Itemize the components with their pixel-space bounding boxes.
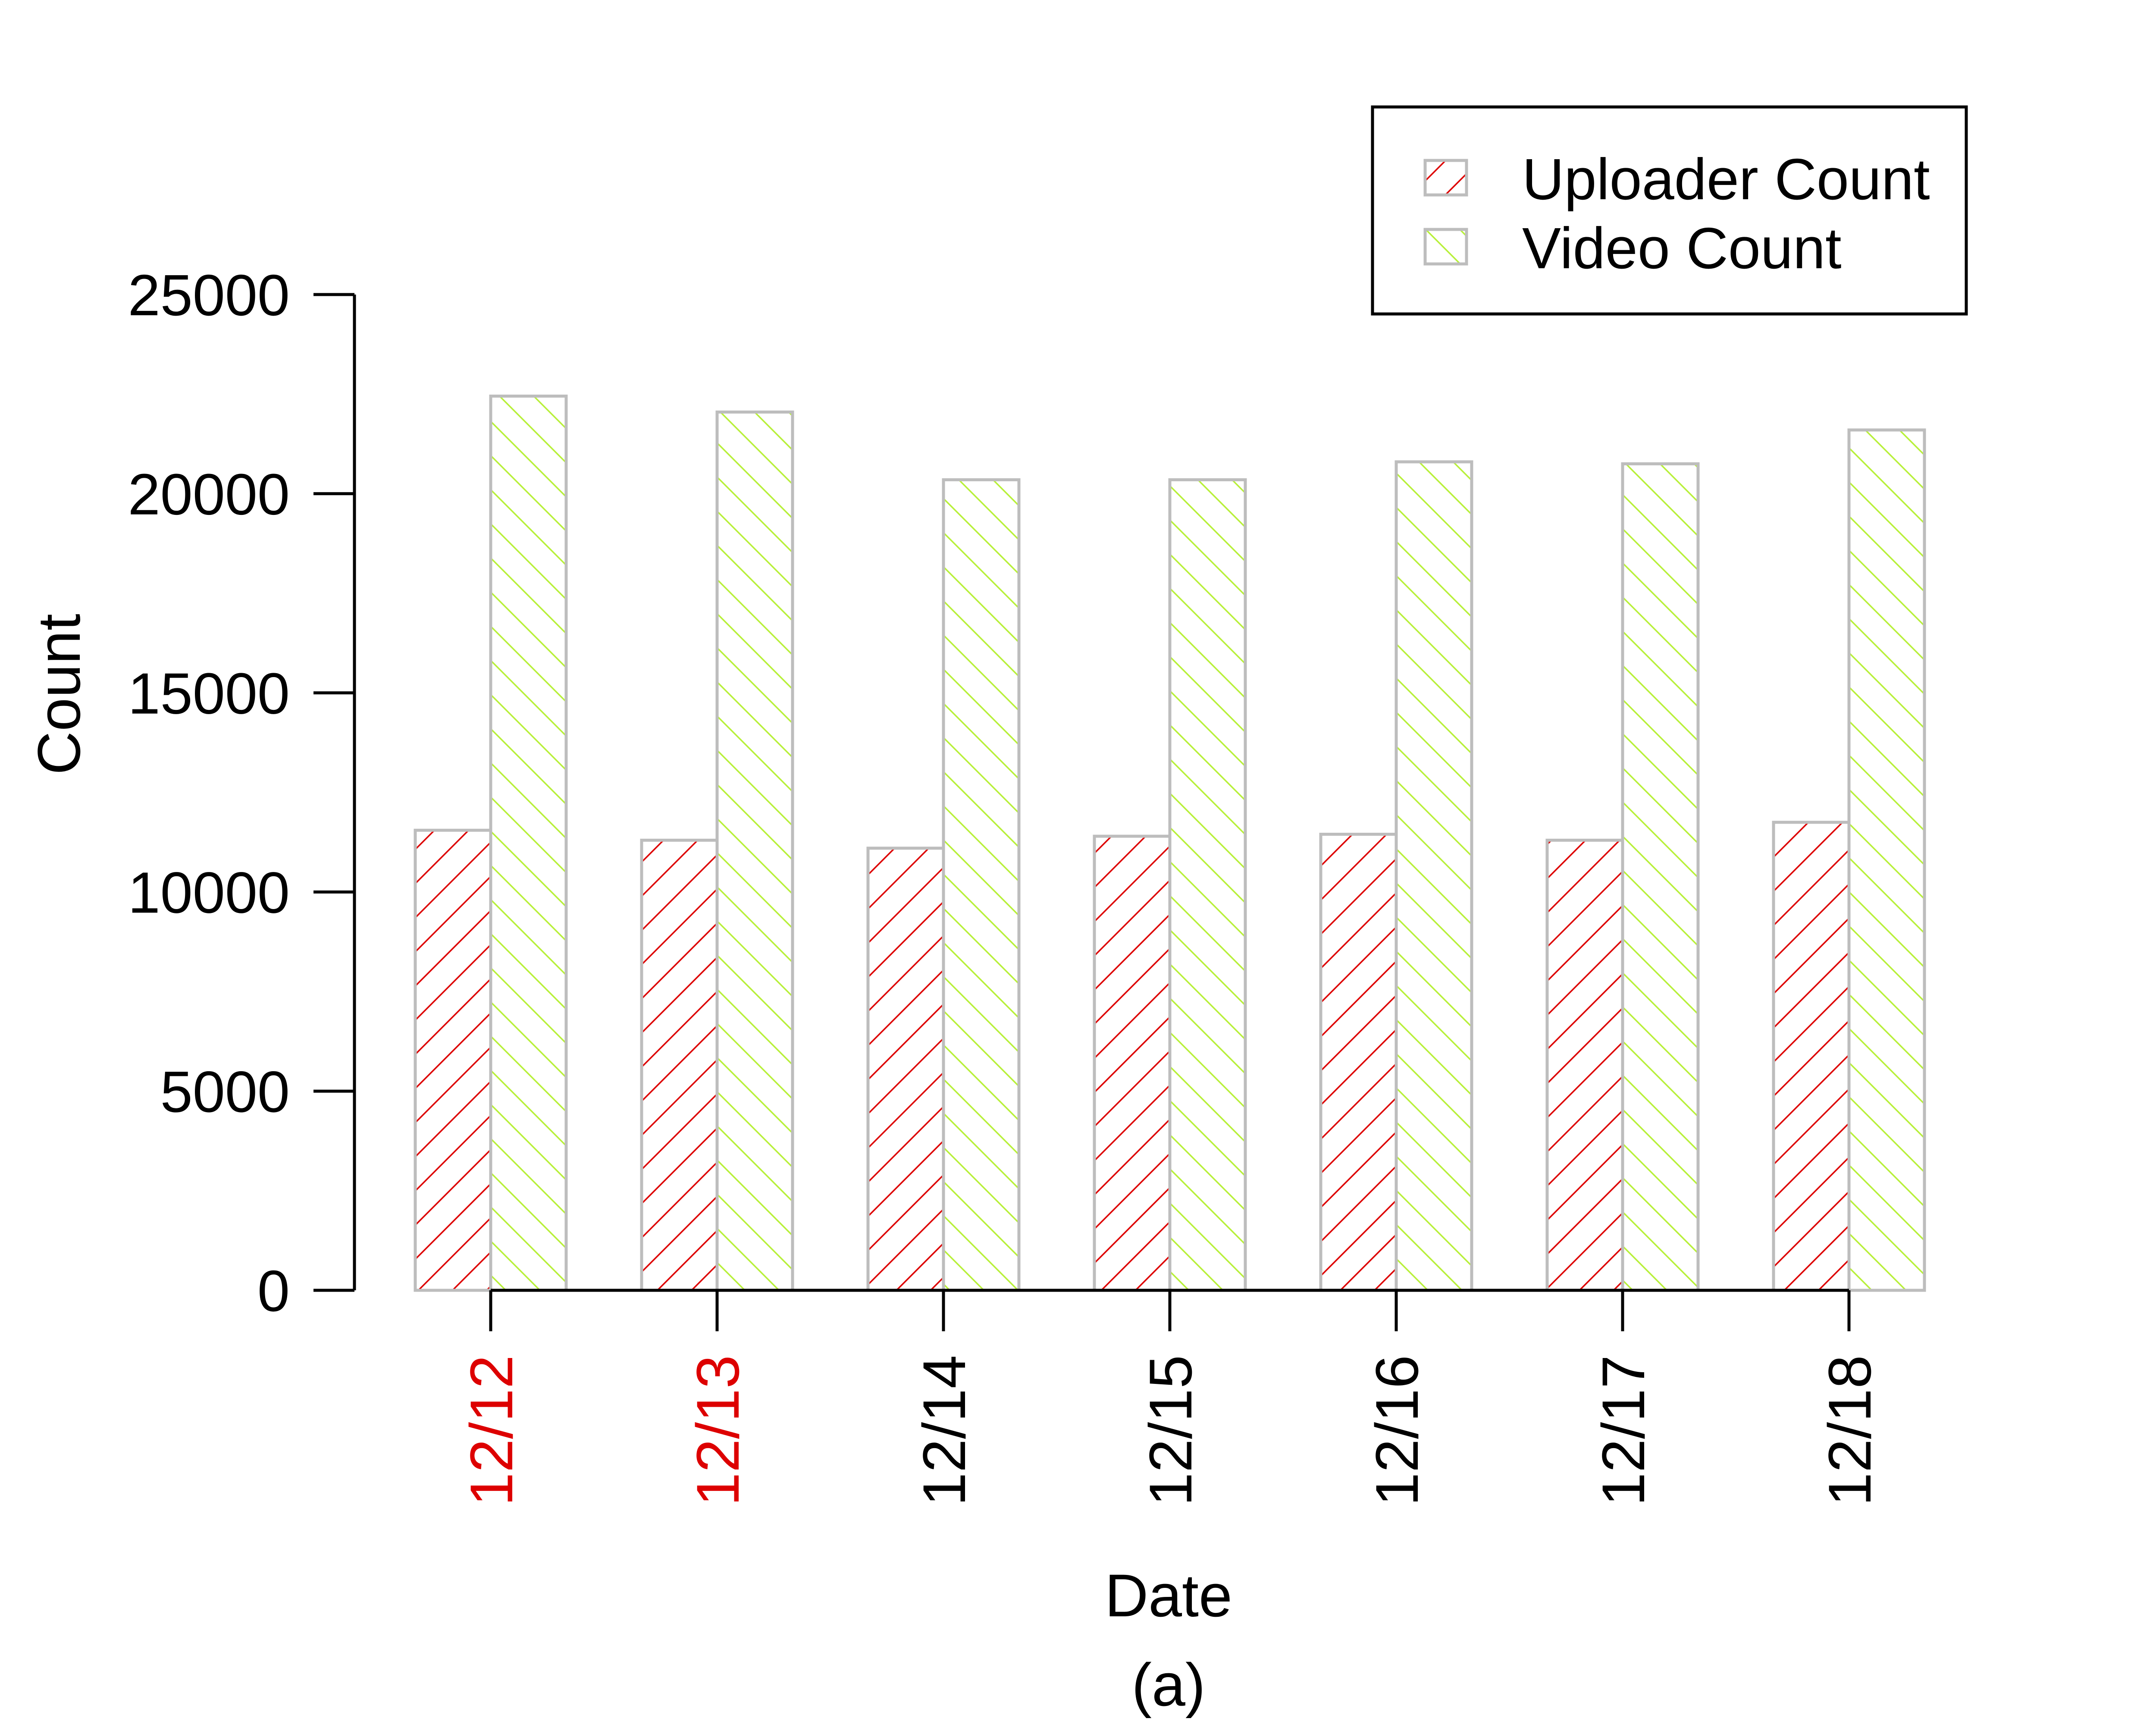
bar-video-12-15 bbox=[1168, 478, 1247, 1292]
bar-uploader-12-12 bbox=[414, 828, 492, 1292]
x-tick-label-12-17: 12/17 bbox=[1589, 1355, 1657, 1506]
bar-uploader-12-13 bbox=[640, 838, 719, 1292]
bar-video-12-14 bbox=[942, 478, 1021, 1292]
bar-video-12-18 bbox=[1847, 428, 1926, 1292]
x-tick-label-12-15: 12/15 bbox=[1137, 1355, 1204, 1506]
y-tick-label: 0 bbox=[257, 1258, 290, 1324]
x-axis-label: Date bbox=[1105, 1562, 1232, 1629]
x-tick-label-12-13: 12/13 bbox=[684, 1355, 752, 1506]
x-tick-label-12-18: 12/18 bbox=[1816, 1355, 1883, 1506]
legend-label-video: Video Count bbox=[1522, 216, 1842, 281]
y-axis: 0 5000 10000 15000 20000 25000 bbox=[128, 263, 356, 1324]
bar-uploader-12-14 bbox=[866, 847, 945, 1292]
bar-uploader-12-18 bbox=[1772, 821, 1851, 1292]
x-tick-label-12-12: 12/12 bbox=[458, 1355, 525, 1506]
bars-layer bbox=[414, 395, 1926, 1292]
legend: Uploader Count Video Count bbox=[1371, 105, 1968, 316]
y-tick-label: 15000 bbox=[128, 661, 290, 726]
y-tick-label: 25000 bbox=[128, 263, 290, 328]
bar-video-12-13 bbox=[715, 410, 794, 1292]
legend-box bbox=[1371, 105, 1968, 316]
x-ticks: 12/12 12/13 12/14 12/15 12/16 12/17 12/18 bbox=[458, 1290, 1883, 1506]
x-tick-label-12-16: 12/16 bbox=[1363, 1355, 1431, 1506]
bar-video-12-12 bbox=[489, 395, 568, 1292]
y-tick-label: 5000 bbox=[160, 1059, 290, 1124]
bar-uploader-12-16 bbox=[1319, 832, 1398, 1292]
figure-caption: (a) bbox=[1131, 1651, 1205, 1719]
legend-label-uploader: Uploader Count bbox=[1522, 147, 1930, 212]
legend-item-video: Video Count bbox=[1423, 216, 1842, 281]
x-tick-label-12-14: 12/14 bbox=[910, 1355, 978, 1506]
legend-item-uploader: Uploader Count bbox=[1423, 147, 1930, 212]
bar-uploader-12-17 bbox=[1545, 838, 1624, 1292]
y-tick-label: 20000 bbox=[128, 462, 290, 527]
bar-uploader-12-15 bbox=[1093, 834, 1172, 1292]
bar-video-12-17 bbox=[1621, 462, 1700, 1292]
y-axis-label: Count bbox=[25, 614, 93, 775]
bar-video-12-16 bbox=[1395, 460, 1473, 1292]
x-axis: 12/12 12/13 12/14 12/15 12/16 12/17 12/18 bbox=[458, 1289, 1883, 1506]
legend-swatch-video bbox=[1423, 228, 1468, 266]
y-ticks: 0 5000 10000 15000 20000 25000 bbox=[128, 263, 354, 1324]
y-tick-label: 10000 bbox=[128, 860, 290, 925]
legend-swatch-uploader bbox=[1423, 159, 1468, 197]
